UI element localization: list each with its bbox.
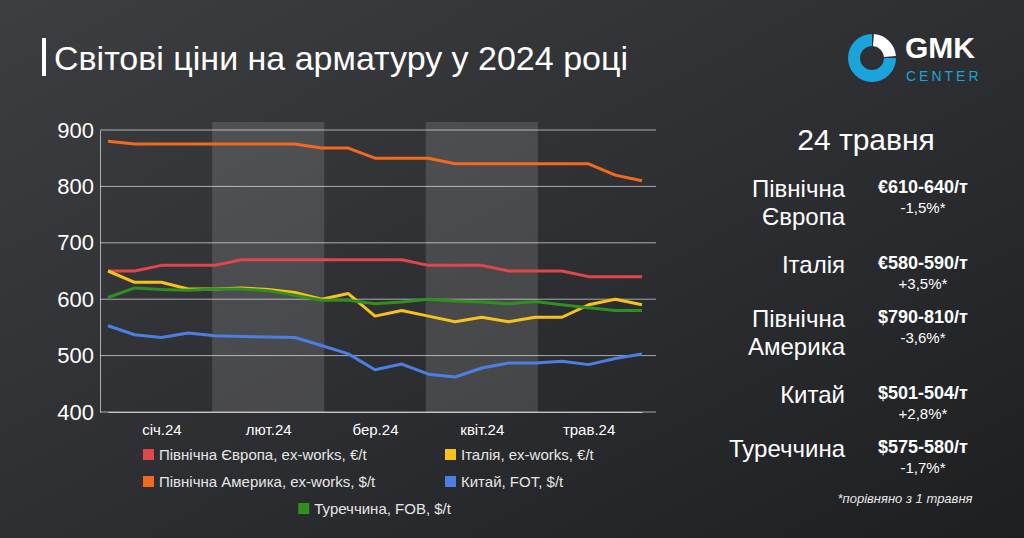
logo-name: GMK xyxy=(905,31,975,64)
logo-subtitle: CENTER xyxy=(906,68,982,84)
panel-price: €580-590/т xyxy=(878,253,968,273)
legend-label: Китай, FOT, $/t xyxy=(461,473,564,490)
x-tick: квіт.24 xyxy=(460,421,504,438)
y-tick-label: 500 xyxy=(57,343,94,368)
legend-label: Туреччина, FOB, $/t xyxy=(314,500,451,517)
grid-line xyxy=(100,186,656,187)
panel-region: Туреччина xyxy=(729,435,846,462)
y-tick: 500 xyxy=(57,343,94,368)
x-tick: бер.24 xyxy=(353,421,399,438)
logo xyxy=(848,34,896,82)
x-tick-label: трав.24 xyxy=(563,421,615,438)
y-axis-line xyxy=(100,131,101,413)
logo-ring xyxy=(848,34,896,82)
legend-item: Італія, ex-works, €/t xyxy=(445,446,595,463)
legend-swatch xyxy=(143,449,154,460)
legend-item: Північна Європа, ex-works, €/t xyxy=(143,446,367,463)
x-tick: трав.24 xyxy=(563,421,615,438)
month-band xyxy=(212,122,324,412)
grid-line xyxy=(100,130,656,131)
panel-region: ПівнічнаЄвропа xyxy=(752,175,846,230)
legend-item: Північна Америка, ex-works, $/t xyxy=(143,473,376,490)
background xyxy=(0,0,1024,538)
legend-label: Італія, ex-works, €/t xyxy=(461,446,595,463)
y-tick-label: 400 xyxy=(57,400,94,425)
x-tick-label: січ.24 xyxy=(142,421,182,438)
x-tick-label: квіт.24 xyxy=(460,421,504,438)
title: Світові ціни на арматуру у 2024 році xyxy=(54,39,628,77)
panel-region: Італія xyxy=(782,251,845,278)
grid-line xyxy=(100,412,656,413)
y-tick: 700 xyxy=(57,230,94,255)
legend-label: Північна Америка, ex-works, $/t xyxy=(159,473,376,490)
panel-region: Китай xyxy=(780,381,845,408)
panel-region: ПівнічнаАмерика xyxy=(748,305,846,360)
legend-swatch xyxy=(298,503,309,514)
legend: Північна Європа, ex-works, €/t Італія, ex… xyxy=(143,446,595,517)
logo-ring-part xyxy=(873,34,896,57)
lines xyxy=(108,141,642,377)
panel-date: 24 травня xyxy=(797,123,935,156)
panel-note: *порівняно з 1 травня xyxy=(838,491,973,506)
chart-svg: Світові ціни на арматуру у 2024 році GMK C… xyxy=(0,0,1024,538)
y-tick-label: 700 xyxy=(57,230,94,255)
y-axis: 400 500 600 700 800 900 xyxy=(57,118,100,425)
x-tick: січ.24 xyxy=(142,421,182,438)
grid-line xyxy=(100,299,656,300)
y-tick-label: 600 xyxy=(57,287,94,312)
y-tick-label: 800 xyxy=(57,174,94,199)
x-axis: січ.24 лют.24 бер.24 квіт.24 трав.24 xyxy=(109,413,643,438)
legend-swatch xyxy=(143,476,154,487)
x-tick-label: бер.24 xyxy=(353,421,399,438)
panel-change: +2,8%* xyxy=(899,405,948,422)
panel-price: $575-580/т xyxy=(878,437,968,457)
panel-change: -3,6%* xyxy=(900,329,945,346)
panel-change: +3,5%* xyxy=(899,275,948,292)
x-axis-line xyxy=(109,412,643,413)
legend-swatch xyxy=(445,449,456,460)
x-tick: лют.24 xyxy=(246,421,292,438)
panel-change: -1,7%* xyxy=(900,459,945,476)
legend-item: Туреччина, FOB, $/t xyxy=(298,500,451,517)
y-tick: 800 xyxy=(57,174,94,199)
y-tick: 900 xyxy=(57,118,94,143)
side-panel: 24 травня ПівнічнаЄвропа €610-640/т -1,5%* І… xyxy=(729,123,973,506)
y-tick: 600 xyxy=(57,287,94,312)
series-line xyxy=(108,141,642,180)
series-line xyxy=(108,260,642,277)
legend-label: Північна Європа, ex-works, €/t xyxy=(159,446,367,463)
series-line xyxy=(108,326,642,377)
panel-price: $501-504/т xyxy=(878,383,968,403)
legend-item: Китай, FOT, $/t xyxy=(445,473,564,490)
chart-container: Світові ціни на арматуру у 2024 році GMK C… xyxy=(0,0,1024,538)
legend-swatch xyxy=(445,476,456,487)
panel-change: -1,5%* xyxy=(900,199,945,216)
grid-line xyxy=(100,355,656,356)
panel-price: $790-810/т xyxy=(878,307,968,327)
panel-price: €610-640/т xyxy=(878,177,968,197)
x-tick-label: лют.24 xyxy=(246,421,292,438)
grid-line xyxy=(100,242,656,243)
series-line xyxy=(108,288,642,311)
series-line xyxy=(108,271,642,322)
y-tick: 400 xyxy=(57,400,94,425)
title-bar xyxy=(42,38,46,76)
grid xyxy=(100,130,656,412)
y-tick-label: 900 xyxy=(57,118,94,143)
